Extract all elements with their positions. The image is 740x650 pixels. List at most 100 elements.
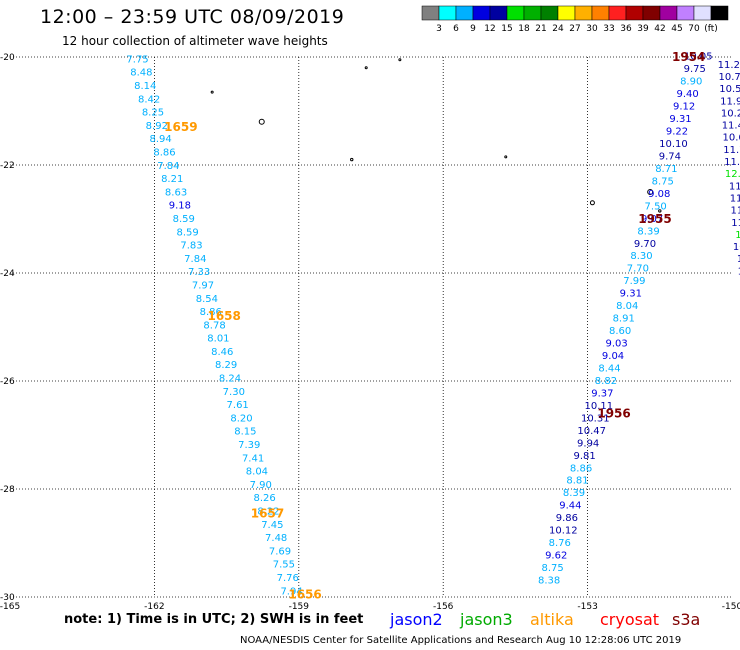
wave-height-value: 8.86: [153, 147, 175, 158]
wave-height-value: 8.71: [655, 164, 677, 175]
lon-tick-label: -150: [722, 602, 740, 612]
pass-time-label: 1659: [164, 120, 197, 134]
wave-height-value: 9.94: [577, 438, 599, 449]
wave-height-value: 8.86: [200, 307, 222, 318]
wave-height-value: 8.59: [176, 227, 198, 238]
lon-tick-label: -162: [144, 602, 164, 612]
wave-height-value: 10.66: [722, 133, 740, 144]
legend-jason3: jason3: [460, 610, 513, 629]
colorbar-swatch: [421, 5, 440, 21]
legend-s3a: s3a: [672, 610, 701, 629]
colorbar-swatch: [540, 5, 559, 21]
wave-height-value: 7.41: [242, 453, 264, 464]
wave-height-value: 10.53: [719, 84, 740, 95]
colorbar-swatch: [438, 5, 457, 21]
pass-time-label: 1954: [672, 50, 705, 64]
wave-height-value: 7.76: [277, 573, 299, 584]
wave-height-value: 11.56: [724, 157, 740, 168]
lat-tick-label: -26: [0, 377, 15, 387]
lat-tick-label: -20: [0, 53, 15, 63]
lat-tick-label: -24: [0, 269, 15, 279]
lon-tick-label: -165: [0, 602, 20, 612]
wave-height-value: 7.39: [238, 440, 260, 451]
map-subtitle: 12 hour collection of altimeter wave hei…: [62, 34, 328, 48]
wave-height-value: 9.75: [684, 64, 706, 75]
colorbar-label: 21: [535, 24, 546, 34]
lat-tick-label: -30: [0, 593, 15, 603]
lon-tick-label: -156: [433, 602, 454, 612]
wave-height-value: 9.62: [545, 551, 567, 562]
colorbar-label: 24: [552, 24, 564, 34]
wave-height-value: 8.26: [253, 493, 275, 504]
wave-height-value: 11.26: [718, 60, 740, 71]
wave-height-value: 10.9: [733, 242, 740, 253]
wave-height-value: 9.31: [669, 114, 691, 125]
wave-height-value: 8.21: [161, 174, 183, 185]
colorbar-label: 70: [688, 24, 700, 34]
map-title: 12:00 – 23:59 UTC 08/09/2019: [40, 6, 345, 28]
colorbar-label: 27: [569, 24, 580, 34]
legend-cryosat: cryosat: [600, 610, 660, 629]
wave-height-value: 8.44: [598, 363, 620, 374]
wave-height-value: 7.90: [250, 480, 272, 491]
wave-height-value: 7.94: [280, 586, 302, 597]
wave-height-value: 7.50: [645, 201, 667, 212]
footer-note: note: 1) Time is in UTC; 2) SWH is in fe…: [64, 612, 364, 627]
island-marker: [398, 58, 402, 62]
wave-height-value: 8.38: [538, 576, 560, 587]
wave-height-value: 7.33: [188, 267, 210, 278]
wave-height-value: 11.0: [730, 193, 740, 204]
colorbar-label: 45: [671, 24, 682, 34]
wave-height-value: 7.70: [627, 264, 649, 275]
wave-height-value: 8.25: [142, 108, 164, 119]
wave-height-value: 8.24: [219, 374, 241, 385]
colorbar-label: 30: [586, 24, 598, 34]
colorbar-label: 3: [436, 24, 442, 34]
wave-height-value: 11.91: [720, 96, 740, 107]
colorbar-label: 18: [518, 24, 530, 34]
colorbar-label: 15: [501, 24, 512, 34]
wave-height-value: 7.97: [192, 280, 214, 291]
wave-height-value: 8.54: [196, 294, 218, 305]
colorbar-swatch: [659, 5, 678, 21]
wave-height-value: 7.30: [223, 387, 245, 398]
wave-height-value: 8.76: [549, 538, 571, 549]
wave-height-value: 10.12: [549, 526, 578, 537]
wave-height-value: 9.31: [620, 289, 642, 300]
wave-height-value: 8.29: [215, 360, 237, 371]
lon-tick-label: -153: [577, 602, 597, 612]
island-marker: [658, 209, 662, 213]
wave-height-value: 8.20: [230, 413, 252, 424]
wave-height-value: 10.10: [659, 139, 688, 150]
colorbar-swatch: [574, 5, 593, 21]
pass-time-label: 1657: [251, 506, 284, 520]
wave-height-value: 8.39: [637, 226, 659, 237]
colorbar-label: 42: [654, 24, 665, 34]
wave-height-value: 10.31: [581, 413, 610, 424]
wave-height-value: 11.4: [730, 206, 740, 217]
wave-height-value: 9.18: [169, 201, 191, 212]
wave-height-value: 7.69: [269, 546, 291, 557]
lon-tick-label: -159: [289, 602, 310, 612]
wave-height-value: 9.81: [573, 451, 595, 462]
colorbar-swatch: [642, 5, 661, 21]
wave-height-value: 10.77: [718, 72, 740, 83]
colorbar-label: (ft): [704, 24, 718, 34]
wave-height-value: 7.99: [623, 276, 645, 287]
wave-height-value: 8.90: [680, 77, 702, 88]
colorbar-label: 36: [620, 24, 632, 34]
wave-height-value: 7.45: [261, 520, 283, 531]
footer-credit: NOAA/NESDIS Center for Satellite Applica…: [240, 635, 682, 646]
wave-height-value: 8.04: [616, 301, 638, 312]
wave-height-value: 8.81: [566, 476, 588, 487]
pass-time-label: 1658: [207, 309, 240, 323]
wave-height-value: 8.15: [234, 427, 256, 438]
wave-height-value: 11.72: [723, 145, 740, 156]
wave-height-value: 8.01: [207, 334, 229, 345]
colorbar-swatch: [591, 5, 610, 21]
colorbar-label: 39: [637, 24, 649, 34]
wave-height-value: 8.22: [257, 507, 279, 518]
wave-height-value: 11.1: [731, 218, 740, 229]
wave-height-value: 10.05: [684, 52, 713, 63]
